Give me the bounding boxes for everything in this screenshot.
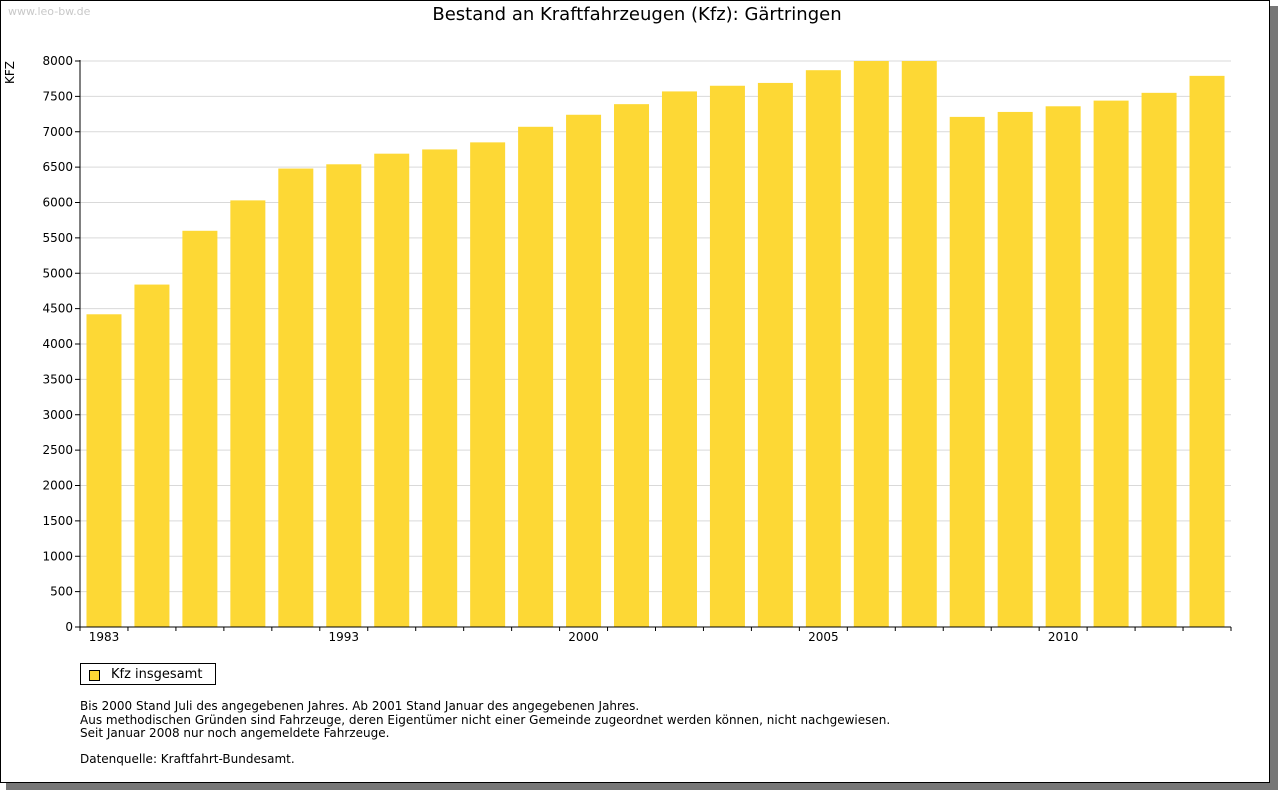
y-tick-label: 2000 bbox=[42, 479, 73, 493]
y-tick-label: 500 bbox=[50, 585, 73, 599]
x-tick-label: 2010 bbox=[1048, 630, 1079, 644]
data-source: Datenquelle: Kraftfahrt-Bundesamt. bbox=[80, 752, 295, 766]
y-tick-label: 3500 bbox=[42, 372, 73, 386]
footnote-line: Aus methodischen Gründen sind Fahrzeuge,… bbox=[80, 712, 891, 727]
y-tick-label: 8000 bbox=[42, 54, 73, 68]
bar bbox=[997, 111, 1033, 627]
y-tick-label: 1000 bbox=[42, 549, 73, 563]
bar bbox=[901, 61, 937, 627]
bar bbox=[134, 284, 170, 627]
bar bbox=[1141, 92, 1177, 627]
y-tick-label: 3000 bbox=[42, 408, 73, 422]
y-tick-label: 2500 bbox=[42, 443, 73, 457]
x-tick-label: 1983 bbox=[89, 630, 120, 644]
y-tick-label: 5500 bbox=[42, 231, 73, 245]
bar bbox=[949, 116, 985, 627]
bar bbox=[709, 85, 745, 627]
legend: Kfz insgesamt bbox=[80, 663, 216, 685]
bar bbox=[518, 126, 554, 628]
y-tick-label: 7500 bbox=[42, 89, 73, 103]
watermark: www.leo-bw.de bbox=[8, 5, 91, 18]
bar bbox=[374, 153, 410, 627]
x-tick-label: 1993 bbox=[328, 630, 359, 644]
bar bbox=[422, 149, 458, 627]
y-tick-label: 5000 bbox=[42, 266, 73, 280]
x-tick-label: 2005 bbox=[808, 630, 839, 644]
y-tick-label: 6500 bbox=[42, 160, 73, 174]
legend-swatch bbox=[89, 670, 100, 681]
bar bbox=[853, 61, 889, 627]
frame-shadow-bottom bbox=[6, 783, 1278, 790]
bar bbox=[470, 142, 506, 628]
bar bbox=[1045, 106, 1081, 627]
bar bbox=[182, 230, 218, 628]
bar bbox=[326, 164, 362, 628]
y-tick-label: 7000 bbox=[42, 125, 73, 139]
y-tick-label: 0 bbox=[65, 620, 73, 634]
y-tick-label: 4000 bbox=[42, 337, 73, 351]
bar bbox=[805, 70, 841, 627]
x-tick-label: 2000 bbox=[568, 630, 599, 644]
bar-chart: 0 500 1000 1500 2000 2500 3000 3500 4000 4500 5000… bbox=[42, 54, 1232, 644]
legend-label: Kfz insgesamt bbox=[111, 667, 203, 682]
chart-title: Bestand an Kraftfahrzeugen (Kfz): Gärtri… bbox=[432, 4, 842, 25]
bar bbox=[614, 104, 650, 628]
bar bbox=[757, 82, 793, 628]
bar bbox=[278, 168, 314, 628]
y-tick-label: 4500 bbox=[42, 302, 73, 316]
y-tick-label: 1500 bbox=[42, 514, 73, 528]
bar bbox=[566, 114, 602, 627]
bar bbox=[661, 91, 697, 628]
footnote-line: Seit Januar 2008 nur noch angemeldete Fa… bbox=[80, 726, 390, 740]
frame-shadow-right bbox=[1270, 6, 1278, 789]
footnotes: Bis 2000 Stand Juli des angegebenen Jahr… bbox=[80, 699, 891, 741]
footnote-line: Bis 2000 Stand Juli des angegebenen Jahr… bbox=[80, 699, 640, 713]
bar bbox=[230, 200, 266, 627]
bar bbox=[1093, 100, 1129, 628]
y-tick-label: 6000 bbox=[42, 196, 73, 210]
bar bbox=[86, 314, 122, 627]
bar bbox=[1189, 75, 1225, 628]
